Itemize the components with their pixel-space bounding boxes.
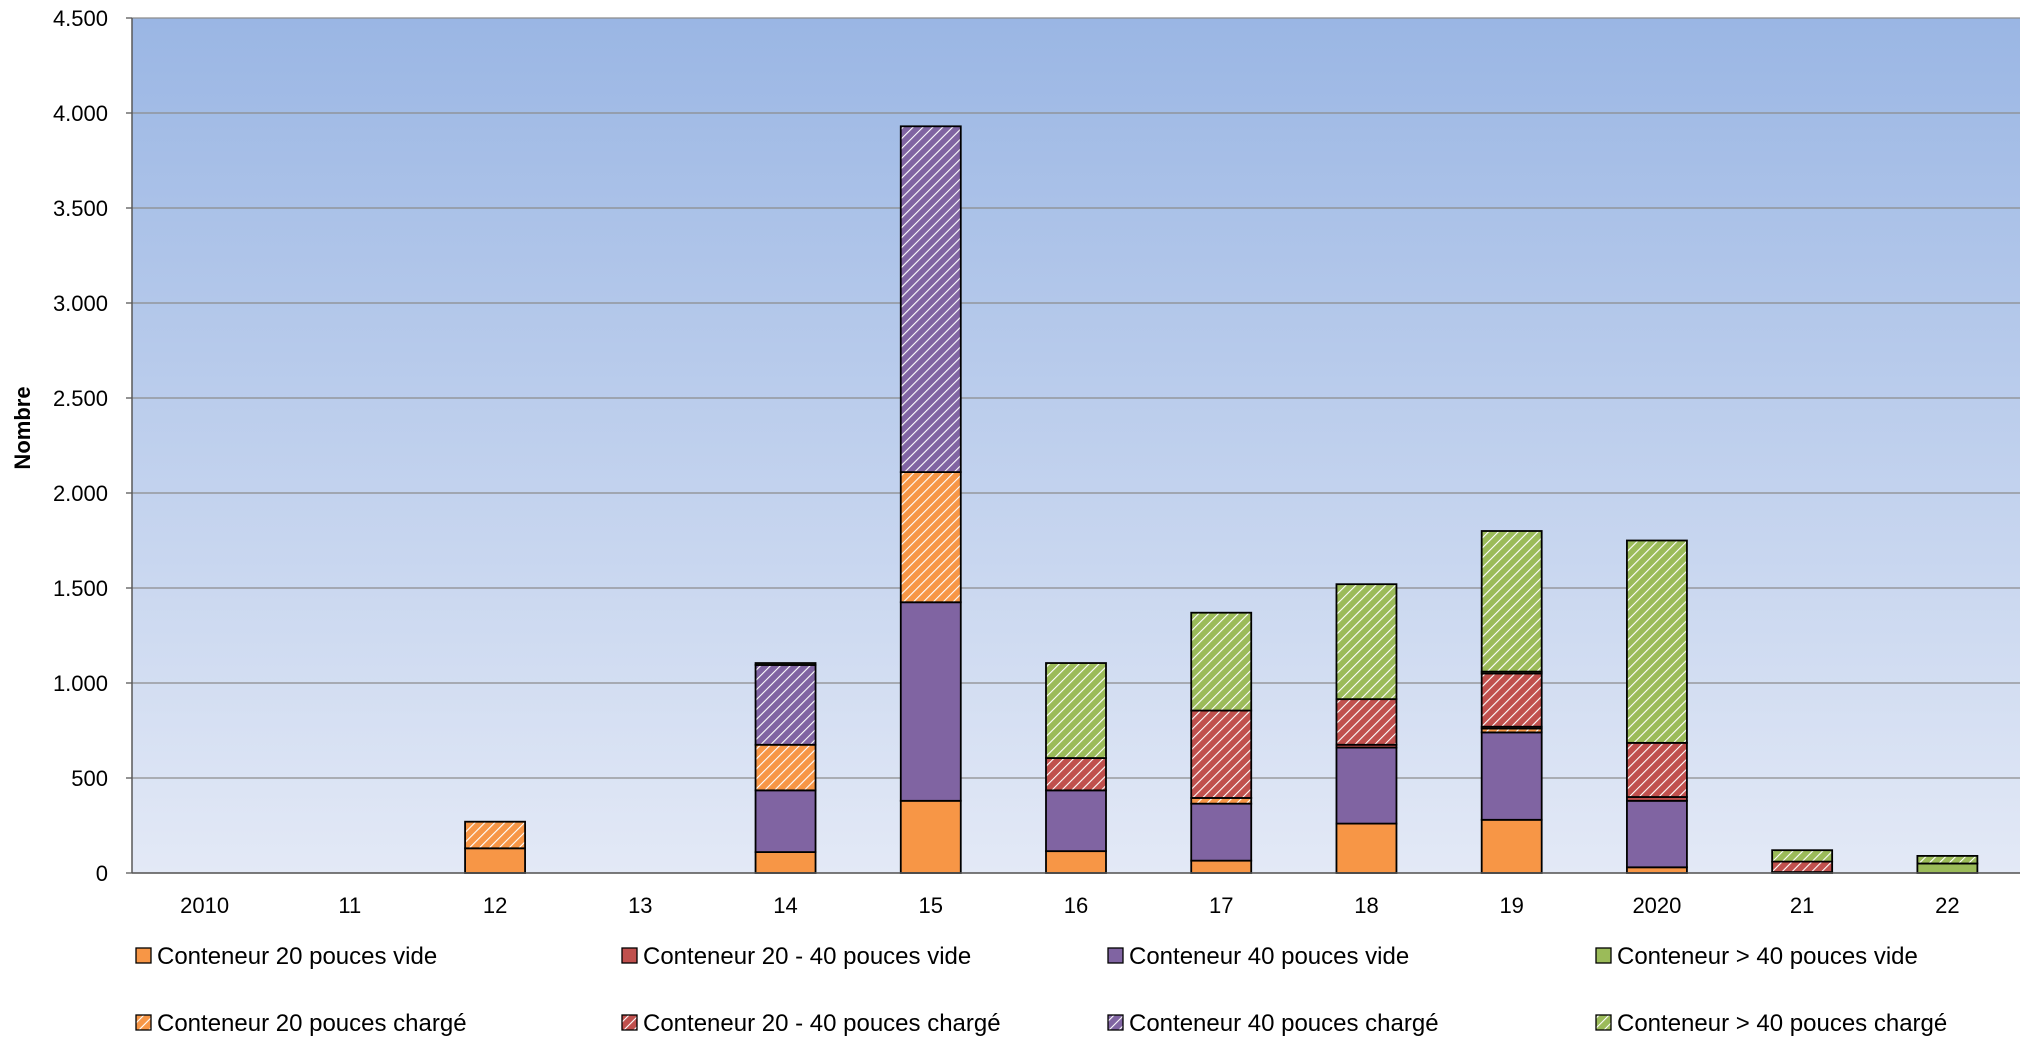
bar-segment: [1190, 859, 1253, 874]
bar-segment: [1045, 789, 1107, 853]
bar-segment: [1335, 698, 1398, 746]
bar-segment: [899, 471, 962, 604]
bar-segment: [899, 799, 962, 874]
bar-segment: [899, 125, 962, 473]
bar-segment: [754, 664, 817, 746]
bar-segment: [1335, 746, 1398, 825]
legend-label: Conteneur 40 pouces chargé: [1129, 1010, 1439, 1037]
y-tick-label: 500: [71, 766, 108, 791]
legend-label: Conteneur > 40 pouces chargé: [1617, 1010, 1947, 1037]
x-tick-label: 12: [483, 893, 507, 918]
legend-label: Conteneur 40 pouces vide: [1129, 943, 1409, 970]
bar-segment: [1045, 757, 1107, 792]
bar-segment: [1771, 860, 1834, 873]
x-tick-label: 14: [773, 893, 797, 918]
bar-segment: [1190, 709, 1253, 799]
bar-segment: [1626, 539, 1688, 744]
legend-item: Conteneur 20 - 40 pouces chargé: [621, 1010, 1001, 1037]
y-axis-title: Nombre: [10, 386, 35, 469]
legend-swatch: [1107, 947, 1124, 964]
bar-segment: [1190, 611, 1253, 712]
legend-swatch: [621, 947, 638, 964]
legend-label: Conteneur 20 pouces chargé: [157, 1010, 467, 1037]
y-tick-label: 1.500: [53, 576, 108, 601]
bar-segment: [1335, 583, 1398, 701]
y-tick-label: 3.000: [53, 291, 108, 316]
y-tick-label: 1.000: [53, 671, 108, 696]
bar-segment: [464, 847, 526, 874]
x-tick-label: 18: [1354, 893, 1378, 918]
bar-segment: [754, 851, 817, 874]
legend-label: Conteneur 20 pouces vide: [157, 943, 437, 970]
bar-segment: [899, 601, 962, 802]
bar-segment: [1916, 862, 1979, 874]
bar-segment: [754, 789, 817, 853]
x-tick-label: 2020: [1632, 893, 1681, 918]
bar-segment: [1480, 731, 1543, 821]
bar-segment: [754, 662, 817, 666]
legend-item: Conteneur 40 pouces chargé: [1107, 1010, 1439, 1037]
bar-segment: [1190, 802, 1253, 862]
x-tick-label: 15: [919, 893, 943, 918]
bar-segment: [1335, 822, 1398, 874]
legend-label: Conteneur > 40 pouces vide: [1617, 943, 1918, 970]
legend-swatch: [1595, 947, 1612, 964]
y-tick-label: 2.000: [53, 481, 108, 506]
bar-segment: [1480, 530, 1543, 673]
x-tick-label: 19: [1499, 893, 1523, 918]
legend-label: Conteneur 20 - 40 pouces vide: [643, 943, 971, 970]
bar-segment: [464, 820, 526, 850]
legend-swatch: [621, 1014, 638, 1031]
bar-segment: [1480, 818, 1543, 874]
x-tick-label: 22: [1935, 893, 1959, 918]
axes: 0 500 1.000 1.500 2.000 2.500 3.000 3.500 4.000 4…: [53, 6, 2020, 918]
legend-item: Conteneur 20 pouces vide: [135, 943, 437, 970]
bar-segment: [1916, 855, 1979, 865]
bar-segment: [1045, 662, 1107, 759]
legend: Conteneur 20 pouces vide Conteneur 20 - 4…: [135, 943, 1947, 1037]
y-tick-label: 0: [96, 861, 108, 886]
x-tick-label: 11: [338, 893, 361, 918]
legend-label: Conteneur 20 - 40 pouces chargé: [643, 1010, 1001, 1037]
x-tick-label: 16: [1064, 893, 1088, 918]
x-tick-label: 21: [1790, 893, 1814, 918]
legend-swatch: [1595, 1014, 1612, 1031]
legend-item: Conteneur > 40 pouces chargé: [1595, 1010, 1947, 1037]
bar-segment: [1626, 799, 1688, 869]
bar-segment: [1045, 850, 1107, 874]
legend-swatch: [135, 947, 152, 964]
x-tick-label: 2010: [180, 893, 229, 918]
legend-swatch: [135, 1014, 152, 1031]
legend-item: Conteneur 20 - 40 pouces vide: [621, 943, 971, 970]
bars: [464, 125, 1979, 874]
bar-segment: [1626, 741, 1688, 798]
y-tick-label: 4.000: [53, 101, 108, 126]
bar-segment: [754, 743, 817, 792]
legend-swatch: [1107, 1014, 1124, 1031]
legend-item: Conteneur 20 pouces chargé: [135, 1010, 467, 1037]
bar-segment: [1480, 672, 1543, 728]
legend-item: Conteneur > 40 pouces vide: [1595, 943, 1918, 970]
y-tick-label: 3.500: [53, 196, 108, 221]
x-tick-label: 13: [628, 893, 652, 918]
y-tick-label: 4.500: [53, 6, 108, 31]
y-tick-label: 2.500: [53, 386, 108, 411]
bar-segment: [1771, 849, 1834, 863]
legend-item: Conteneur 40 pouces vide: [1107, 943, 1409, 970]
x-tick-label: 17: [1209, 893, 1233, 918]
